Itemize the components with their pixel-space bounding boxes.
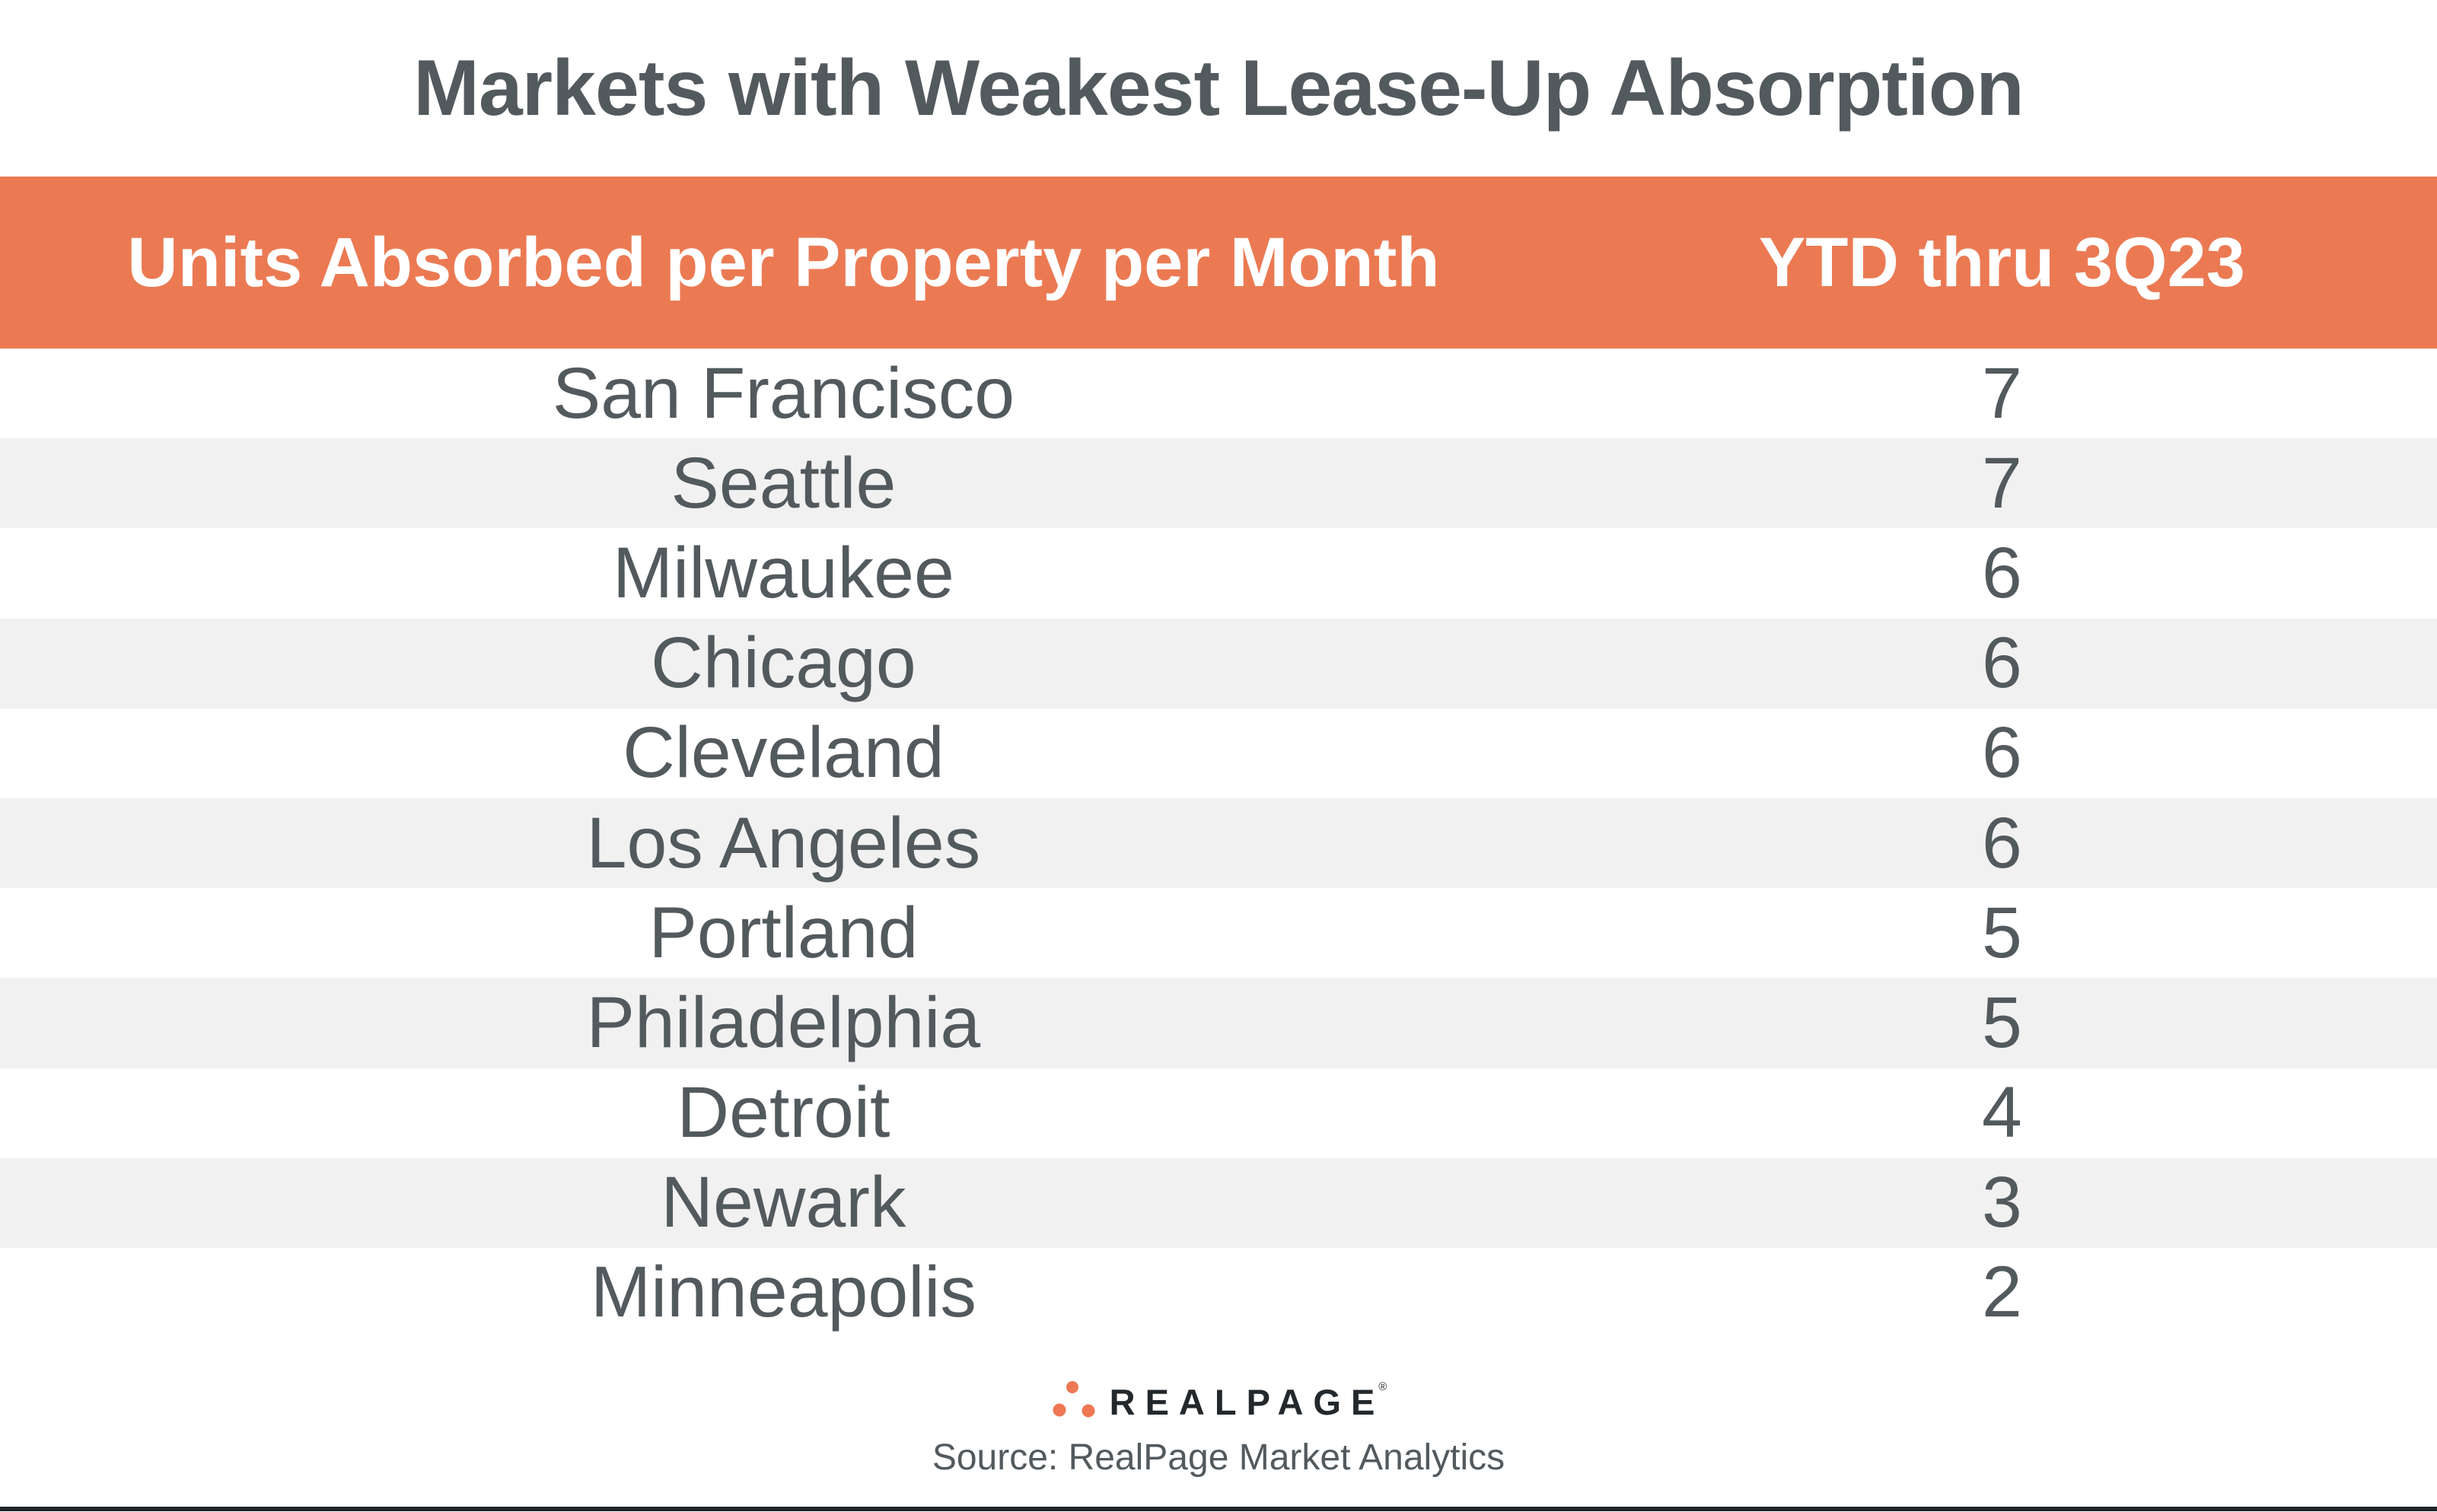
market-cell: Milwaukee [613,532,954,613]
logo-dots-icon [1053,1381,1095,1418]
market-cell: Newark [661,1162,906,1243]
header-cell-period: YTD thru 3Q23 [1567,177,2437,349]
market-cell: Seattle [671,442,897,524]
table-row: Newark 3 [0,1157,2437,1248]
value-cell: 5 [1982,982,2022,1063]
table-row: Portland 5 [0,888,2437,979]
table-row: Philadelphia 5 [0,978,2437,1068]
value-cell: 6 [1982,622,2022,704]
value-cell: 7 [1982,442,2022,524]
bottom-rule [0,1507,2437,1511]
value-cell: 5 [1982,892,2022,973]
value-cell: 2 [1982,1252,2022,1333]
table-row: Minneapolis 2 [0,1247,2437,1339]
value-cell: 4 [1982,1072,2022,1154]
source-text: Source: RealPage Market Analytics [932,1437,1505,1478]
market-cell: Philadelphia [586,982,981,1063]
logo-wordmark: REALPAGE [1109,1381,1385,1422]
table-row: Detroit 4 [0,1068,2437,1158]
market-cell: Minneapolis [590,1252,976,1333]
table-row: Milwaukee 6 [0,528,2437,619]
market-cell: Chicago [651,622,916,704]
value-cell: 6 [1982,802,2022,883]
market-cell: Portland [648,892,919,973]
header-period-label: YTD thru 3Q23 [1758,223,2245,301]
realpage-logo: REALPAGE ® [1050,1374,1387,1421]
value-cell: 6 [1982,532,2022,613]
table-body: San Francisco 7 Seattle 7 Milwaukee 6 Ch… [0,349,2437,1339]
table-row: San Francisco 7 [0,349,2437,439]
market-cell: Detroit [677,1072,890,1154]
table-header: Units Absorbed per Property per Month YT… [0,177,2437,349]
table-row: Chicago 6 [0,618,2437,708]
title-band: Markets with Weakest Lease-Up Absorption [0,0,2437,177]
market-cell: San Francisco [552,352,1015,434]
table-row: Los Angeles 6 [0,797,2437,889]
market-cell: Los Angeles [586,802,981,883]
market-cell: Cleveland [623,712,945,794]
header-cell-metric: Units Absorbed per Property per Month [0,177,1567,349]
footer: REALPAGE ® Source: RealPage Market Analy… [0,1338,2437,1512]
table-row: Seattle 7 [0,438,2437,529]
header-metric-label: Units Absorbed per Property per Month [127,223,1440,301]
registered-mark-icon: ® [1378,1380,1387,1393]
value-cell: 7 [1982,352,2022,434]
value-cell: 6 [1982,712,2022,794]
table-row: Cleveland 6 [0,708,2437,798]
page-title: Markets with Weakest Lease-Up Absorption [413,43,2024,132]
value-cell: 3 [1982,1162,2022,1243]
